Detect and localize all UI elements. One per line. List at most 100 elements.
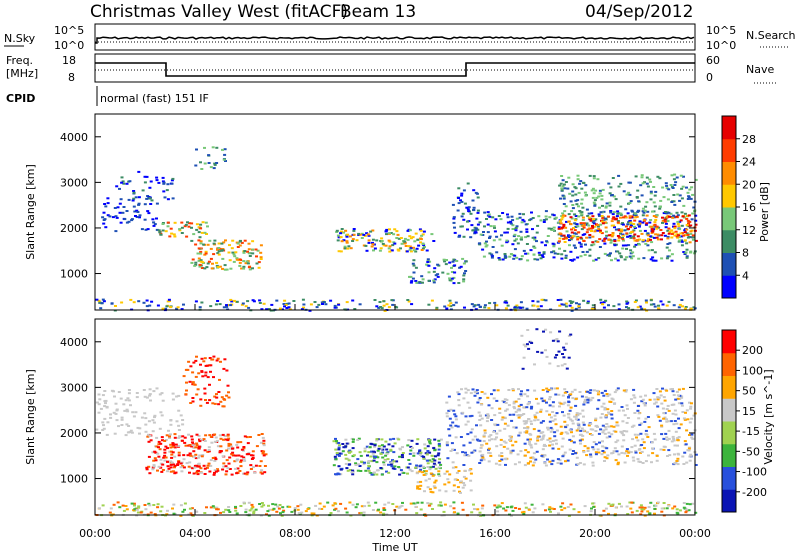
- echo-cell: [475, 217, 479, 220]
- echo-cell: [645, 309, 649, 312]
- echo-cell: [660, 507, 664, 510]
- echo-cell: [662, 196, 666, 199]
- echo-cell: [576, 225, 580, 228]
- echo-cell: [531, 464, 535, 467]
- echo-cell: [132, 190, 136, 192]
- echo-cell: [615, 389, 619, 392]
- echo-cell: [376, 456, 380, 459]
- echo-cell: [562, 346, 566, 349]
- echo-cell: [486, 223, 490, 226]
- echo-cell: [647, 249, 651, 252]
- echo-cell: [646, 232, 650, 235]
- echo-cell: [177, 436, 181, 439]
- echo-cell: [666, 243, 670, 245]
- echo-cell: [190, 226, 193, 229]
- echo-cell: [272, 507, 276, 510]
- echo-cell: [483, 211, 487, 214]
- echo-cell: [680, 235, 684, 238]
- echo-cell: [200, 471, 204, 474]
- echo-cell: [525, 307, 529, 310]
- echo-cell: [195, 228, 199, 231]
- echo-cell: [416, 481, 420, 484]
- echo-cell: [601, 222, 605, 225]
- echo-cell: [461, 411, 465, 414]
- echo-cell: [637, 412, 641, 415]
- echo-cell: [613, 447, 617, 450]
- echo-cell: [621, 409, 625, 412]
- echo-cell: [171, 398, 175, 401]
- echo-cell: [536, 224, 540, 227]
- echo-cell: [629, 224, 633, 227]
- echo-cell: [578, 241, 582, 244]
- echo-cell: [573, 213, 577, 216]
- echo-cell: [151, 419, 155, 422]
- echo-cell: [677, 427, 681, 430]
- echo-cell: [191, 397, 195, 399]
- echo-cell: [672, 222, 676, 225]
- echo-cell: [380, 237, 384, 240]
- echo-cell: [574, 215, 578, 217]
- echo-cell: [627, 307, 631, 310]
- echo-cell: [356, 469, 360, 472]
- echo-cell: [157, 181, 161, 184]
- echo-cell: [153, 414, 157, 417]
- echo-cell: [283, 305, 286, 308]
- echo-cell: [690, 186, 694, 189]
- echo-cell: [180, 226, 184, 229]
- echo-cell: [562, 203, 566, 205]
- echo-cell: [163, 196, 167, 199]
- echo-cell: [583, 191, 587, 194]
- velocity-x-ticks: 00:00 04:00 08:00 12:00 16:00 20:00 00:00: [79, 509, 711, 540]
- echo-cell: [558, 220, 562, 223]
- echo-cell: [184, 444, 188, 447]
- echo-cell: [530, 211, 533, 214]
- echo-cell: [592, 175, 596, 178]
- echo-cell: [247, 306, 251, 309]
- echo-cell: [169, 446, 173, 449]
- echo-cell: [478, 305, 482, 308]
- echo-cell: [251, 450, 255, 453]
- echo-cell: [137, 505, 141, 508]
- echo-cell: [535, 397, 538, 400]
- echo-cell: [651, 210, 654, 213]
- echo-cell: [206, 464, 210, 467]
- echo-cell: [410, 447, 414, 449]
- echo-cell: [671, 187, 675, 189]
- echo-cell: [342, 446, 346, 449]
- echo-cell: [655, 227, 659, 230]
- colorbar-band: [722, 352, 736, 376]
- echo-cell: [687, 196, 691, 199]
- echo-cell: [502, 507, 506, 510]
- echo-cell: [559, 505, 563, 508]
- echo-cell: [664, 432, 668, 435]
- x-tick-label: 12:00: [379, 527, 411, 540]
- echo-cell: [487, 448, 490, 451]
- echo-cell: [687, 509, 691, 512]
- echo-cell: [507, 389, 511, 391]
- echo-cell: [349, 247, 353, 250]
- echo-cell: [527, 402, 531, 404]
- echo-cell: [389, 232, 393, 234]
- echo-cell: [419, 241, 422, 244]
- echo-cell: [632, 237, 636, 240]
- echo-cell: [607, 238, 611, 241]
- echo-cell: [257, 434, 261, 436]
- echo-cell: [199, 252, 203, 255]
- echo-cell: [549, 331, 553, 334]
- echo-cell: [463, 454, 467, 457]
- echo-cell: [503, 253, 507, 255]
- echo-cell: [363, 447, 367, 450]
- echo-cell: [506, 213, 509, 216]
- echo-cell: [526, 252, 530, 255]
- echo-cell: [571, 422, 575, 425]
- echo-cell: [384, 440, 388, 443]
- echo-cell: [385, 470, 388, 473]
- echo-cell: [414, 280, 418, 282]
- echo-cell: [200, 168, 204, 170]
- echo-cell: [487, 404, 491, 407]
- echo-cell: [317, 303, 321, 306]
- echo-cell: [498, 412, 502, 414]
- echo-cell: [312, 512, 316, 515]
- echo-cell: [645, 433, 649, 436]
- echo-cell: [685, 461, 689, 464]
